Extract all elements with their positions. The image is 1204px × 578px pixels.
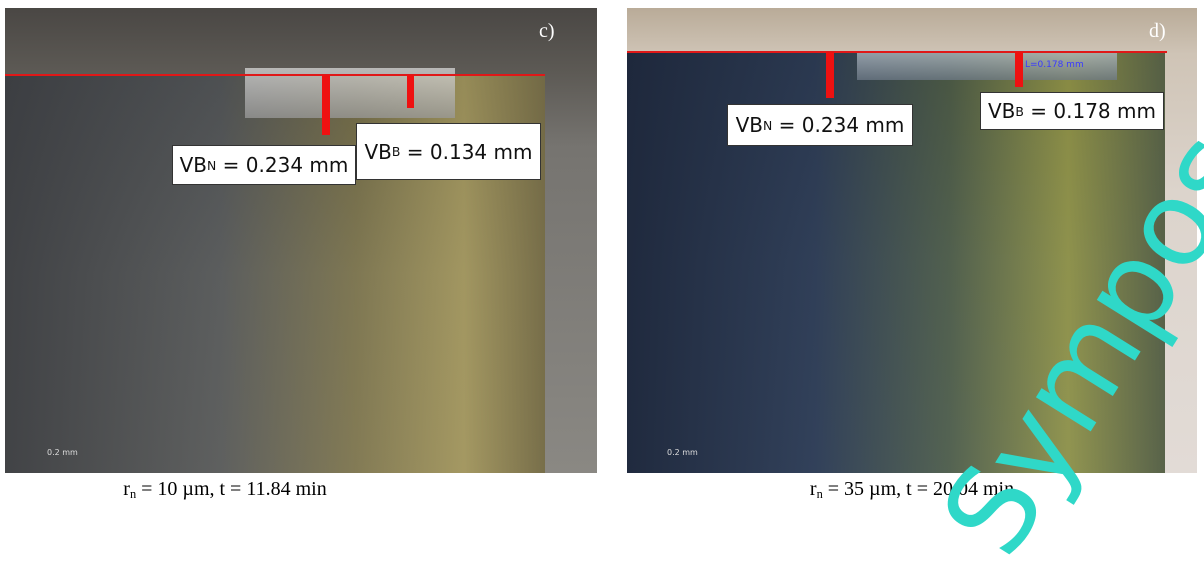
scale-bar: 0.2 mm bbox=[47, 448, 78, 457]
scale-bar: 0.2 mm bbox=[667, 448, 698, 457]
text: VB bbox=[736, 113, 763, 137]
caption: rn = 35 µm, t = 20.04 min bbox=[627, 478, 1197, 502]
text: r bbox=[123, 478, 130, 500]
subscript: N bbox=[763, 118, 772, 133]
reference-line bbox=[627, 51, 1167, 53]
text: VB bbox=[180, 153, 207, 177]
reference-line bbox=[5, 74, 545, 76]
wear-bar bbox=[826, 52, 834, 98]
wear-bar bbox=[322, 75, 330, 135]
measurement: L=0.178 mm bbox=[1025, 60, 1084, 70]
caption: rn = 10 µm, t = 11.84 min bbox=[5, 478, 445, 502]
micrograph-c: c) 0.2 mm bbox=[5, 8, 597, 473]
text: r bbox=[810, 478, 817, 500]
wear-bar bbox=[1015, 52, 1023, 87]
panel-label: c) bbox=[539, 20, 555, 43]
subscript: N bbox=[207, 158, 216, 173]
text: = 0.178 mm bbox=[1024, 99, 1156, 123]
text: = 0.234 mm bbox=[772, 113, 904, 137]
subscript: B bbox=[1015, 104, 1024, 119]
text: VB bbox=[365, 140, 392, 164]
panel-label: d) bbox=[1149, 20, 1166, 43]
text: = 10 µm, t = 11.84 min bbox=[136, 478, 327, 500]
text: = 0.234 mm bbox=[216, 153, 348, 177]
subscript: B bbox=[392, 144, 401, 159]
text: = 0.134 mm bbox=[400, 140, 532, 164]
text: VB bbox=[988, 99, 1015, 123]
wear-bar bbox=[407, 75, 414, 108]
